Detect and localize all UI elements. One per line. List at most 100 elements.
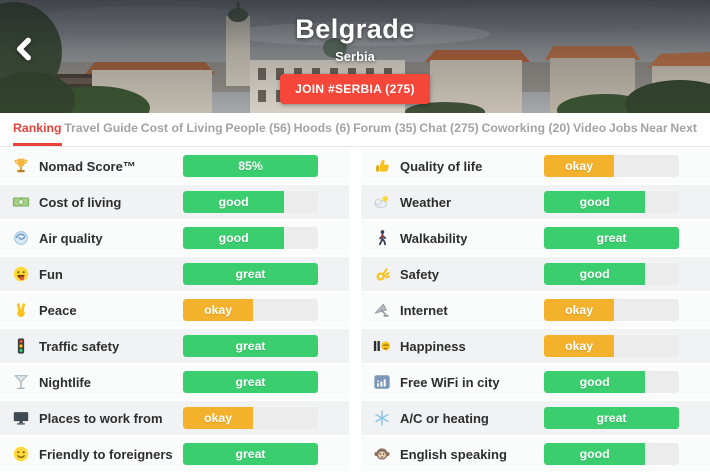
rating-bar-track: okay (544, 155, 679, 177)
ranking-row-friendly-to-foreigners[interactable]: Friendly to foreigners great (0, 437, 349, 471)
rating-value: great (596, 231, 627, 245)
rating-bar-fill: good (544, 443, 646, 465)
monkey-icon (373, 445, 391, 463)
tab-people-56[interactable]: People (56) (225, 121, 291, 135)
tab-forum-35[interactable]: Forum (35) (353, 121, 417, 135)
tab-cost-of-living[interactable]: Cost of Living (140, 121, 223, 135)
rating-bar-track: great (183, 335, 318, 357)
ranking-row-internet[interactable]: Internet okay (361, 293, 710, 327)
page-title: Belgrade (295, 14, 415, 44)
rating-bar-fill: okay (183, 299, 254, 321)
back-button[interactable] (12, 36, 42, 66)
ranking-row-walkability[interactable]: Walkability great (361, 221, 710, 255)
rating-value: good (579, 375, 610, 389)
rating-value: great (596, 411, 627, 425)
ranking-row-english-speaking[interactable]: English speaking good (361, 437, 710, 471)
snowflake-icon (373, 409, 391, 427)
rating-bar-fill: good (544, 191, 646, 213)
rating-bar-fill: great (183, 371, 318, 393)
rating-bar-fill: good (183, 191, 285, 213)
ranking-row-traffic-safety[interactable]: Traffic safety great (0, 329, 349, 363)
rating-value: okay (565, 303, 594, 317)
rating-bar-fill: okay (183, 407, 254, 429)
metric-label: English speaking (400, 446, 507, 462)
rating-value: good (218, 195, 249, 209)
ranking-row-places-to-work-from[interactable]: Places to work from okay (0, 401, 349, 435)
rating-bar-track: good (544, 263, 679, 285)
tab-next[interactable]: Next (670, 121, 697, 135)
ranking-row-peace[interactable]: Peace okay (0, 293, 349, 327)
metric-label: Nomad Score™ (39, 158, 136, 174)
metric-label: A/C or heating (400, 410, 489, 426)
rating-value: okay (204, 411, 233, 425)
trophy-icon (12, 157, 30, 175)
traffic-light-icon (12, 337, 30, 355)
walking-icon (373, 229, 391, 247)
rating-value: good (579, 195, 610, 209)
rating-bar-fill: good (544, 371, 646, 393)
rating-bar-fill: great (544, 227, 679, 249)
rating-bar-fill: good (544, 263, 646, 285)
rating-value: good (579, 447, 610, 461)
metric-label: Weather (400, 194, 452, 210)
tab-jobs[interactable]: Jobs (608, 121, 638, 135)
rating-bar-fill: 85% (183, 155, 318, 177)
tab-hoods-6[interactable]: Hoods (6) (293, 121, 351, 135)
rating-bar-track: great (544, 227, 679, 249)
signal-bars-icon (373, 373, 391, 391)
peace-hand-icon (12, 301, 30, 319)
rating-bar-fill: okay (544, 155, 615, 177)
thumbs-up-icon (373, 157, 391, 175)
ranking-row-safety[interactable]: Safety good (361, 257, 710, 291)
ranking-column-1: Quality of life okay Weather good Walkabilit… (361, 149, 710, 473)
metric-label: Nightlife (39, 374, 91, 390)
metric-label: Internet (400, 302, 448, 318)
city-header: Belgrade Serbia JOIN #SERBIA (275) (0, 0, 710, 113)
ranking-row-happiness[interactable]: Happiness okay (361, 329, 710, 363)
tab-ranking[interactable]: Ranking (13, 113, 62, 146)
rating-value: 85% (238, 159, 263, 173)
rating-bar-fill: okay (544, 299, 615, 321)
tab-bar: Ranking Travel Guide Cost of Living People … (0, 113, 710, 147)
tab-travel-guide[interactable]: Travel Guide (64, 121, 139, 135)
rating-bar-fill: great (544, 407, 679, 429)
ranking-row-free-wifi-in-city[interactable]: Free WiFi in city good (361, 365, 710, 399)
ok-hand-icon (373, 265, 391, 283)
rating-bar-track: great (544, 407, 679, 429)
ranking-row-nightlife[interactable]: Nightlife great (0, 365, 349, 399)
metric-label: Cost of living (39, 194, 122, 210)
ranking-row-air-quality[interactable]: Air quality good (0, 221, 349, 255)
metric-label: Quality of life (400, 158, 483, 174)
metric-label: Walkability (400, 230, 468, 246)
rating-bar-track: good (183, 191, 318, 213)
ranking-row-a-c-or-heating[interactable]: A/C or heating great (361, 401, 710, 435)
metric-label: Safety (400, 266, 440, 282)
rating-bar-track: okay (183, 407, 318, 429)
tab-chat-275[interactable]: Chat (275) (419, 121, 479, 135)
rating-bar-track: good (544, 443, 679, 465)
rating-bar-track: good (544, 191, 679, 213)
rating-bar-track: great (183, 443, 318, 465)
ranking-row-cost-of-living[interactable]: Cost of living good (0, 185, 349, 219)
rating-bar-fill: okay (544, 335, 615, 357)
rating-bar-track: good (183, 227, 318, 249)
tab-near[interactable]: Near (640, 121, 668, 135)
rating-value: great (235, 339, 266, 353)
metric-label: Fun (39, 266, 63, 282)
ranking-row-weather[interactable]: Weather good (361, 185, 710, 219)
rating-bar-track: great (183, 263, 318, 285)
join-serbia-button[interactable]: JOIN #SERBIA (275) (280, 74, 430, 104)
rating-bar-track: good (544, 371, 679, 393)
metric-label: Peace (39, 302, 77, 318)
tab-video[interactable]: Video (572, 121, 607, 135)
tab-coworking-20[interactable]: Coworking (20) (481, 121, 571, 135)
ranking-row-fun[interactable]: Fun great (0, 257, 349, 291)
rating-bar-track: okay (183, 299, 318, 321)
page-subtitle: Serbia (335, 49, 375, 64)
ranking-row-nomad-score[interactable]: Nomad Score™ 85% (0, 149, 349, 183)
metric-label: Free WiFi in city (400, 374, 500, 390)
ranking-row-quality-of-life[interactable]: Quality of life okay (361, 149, 710, 183)
metric-label: Happiness (400, 338, 466, 354)
air-quality-icon (12, 229, 30, 247)
metric-label: Traffic safety (39, 338, 120, 354)
